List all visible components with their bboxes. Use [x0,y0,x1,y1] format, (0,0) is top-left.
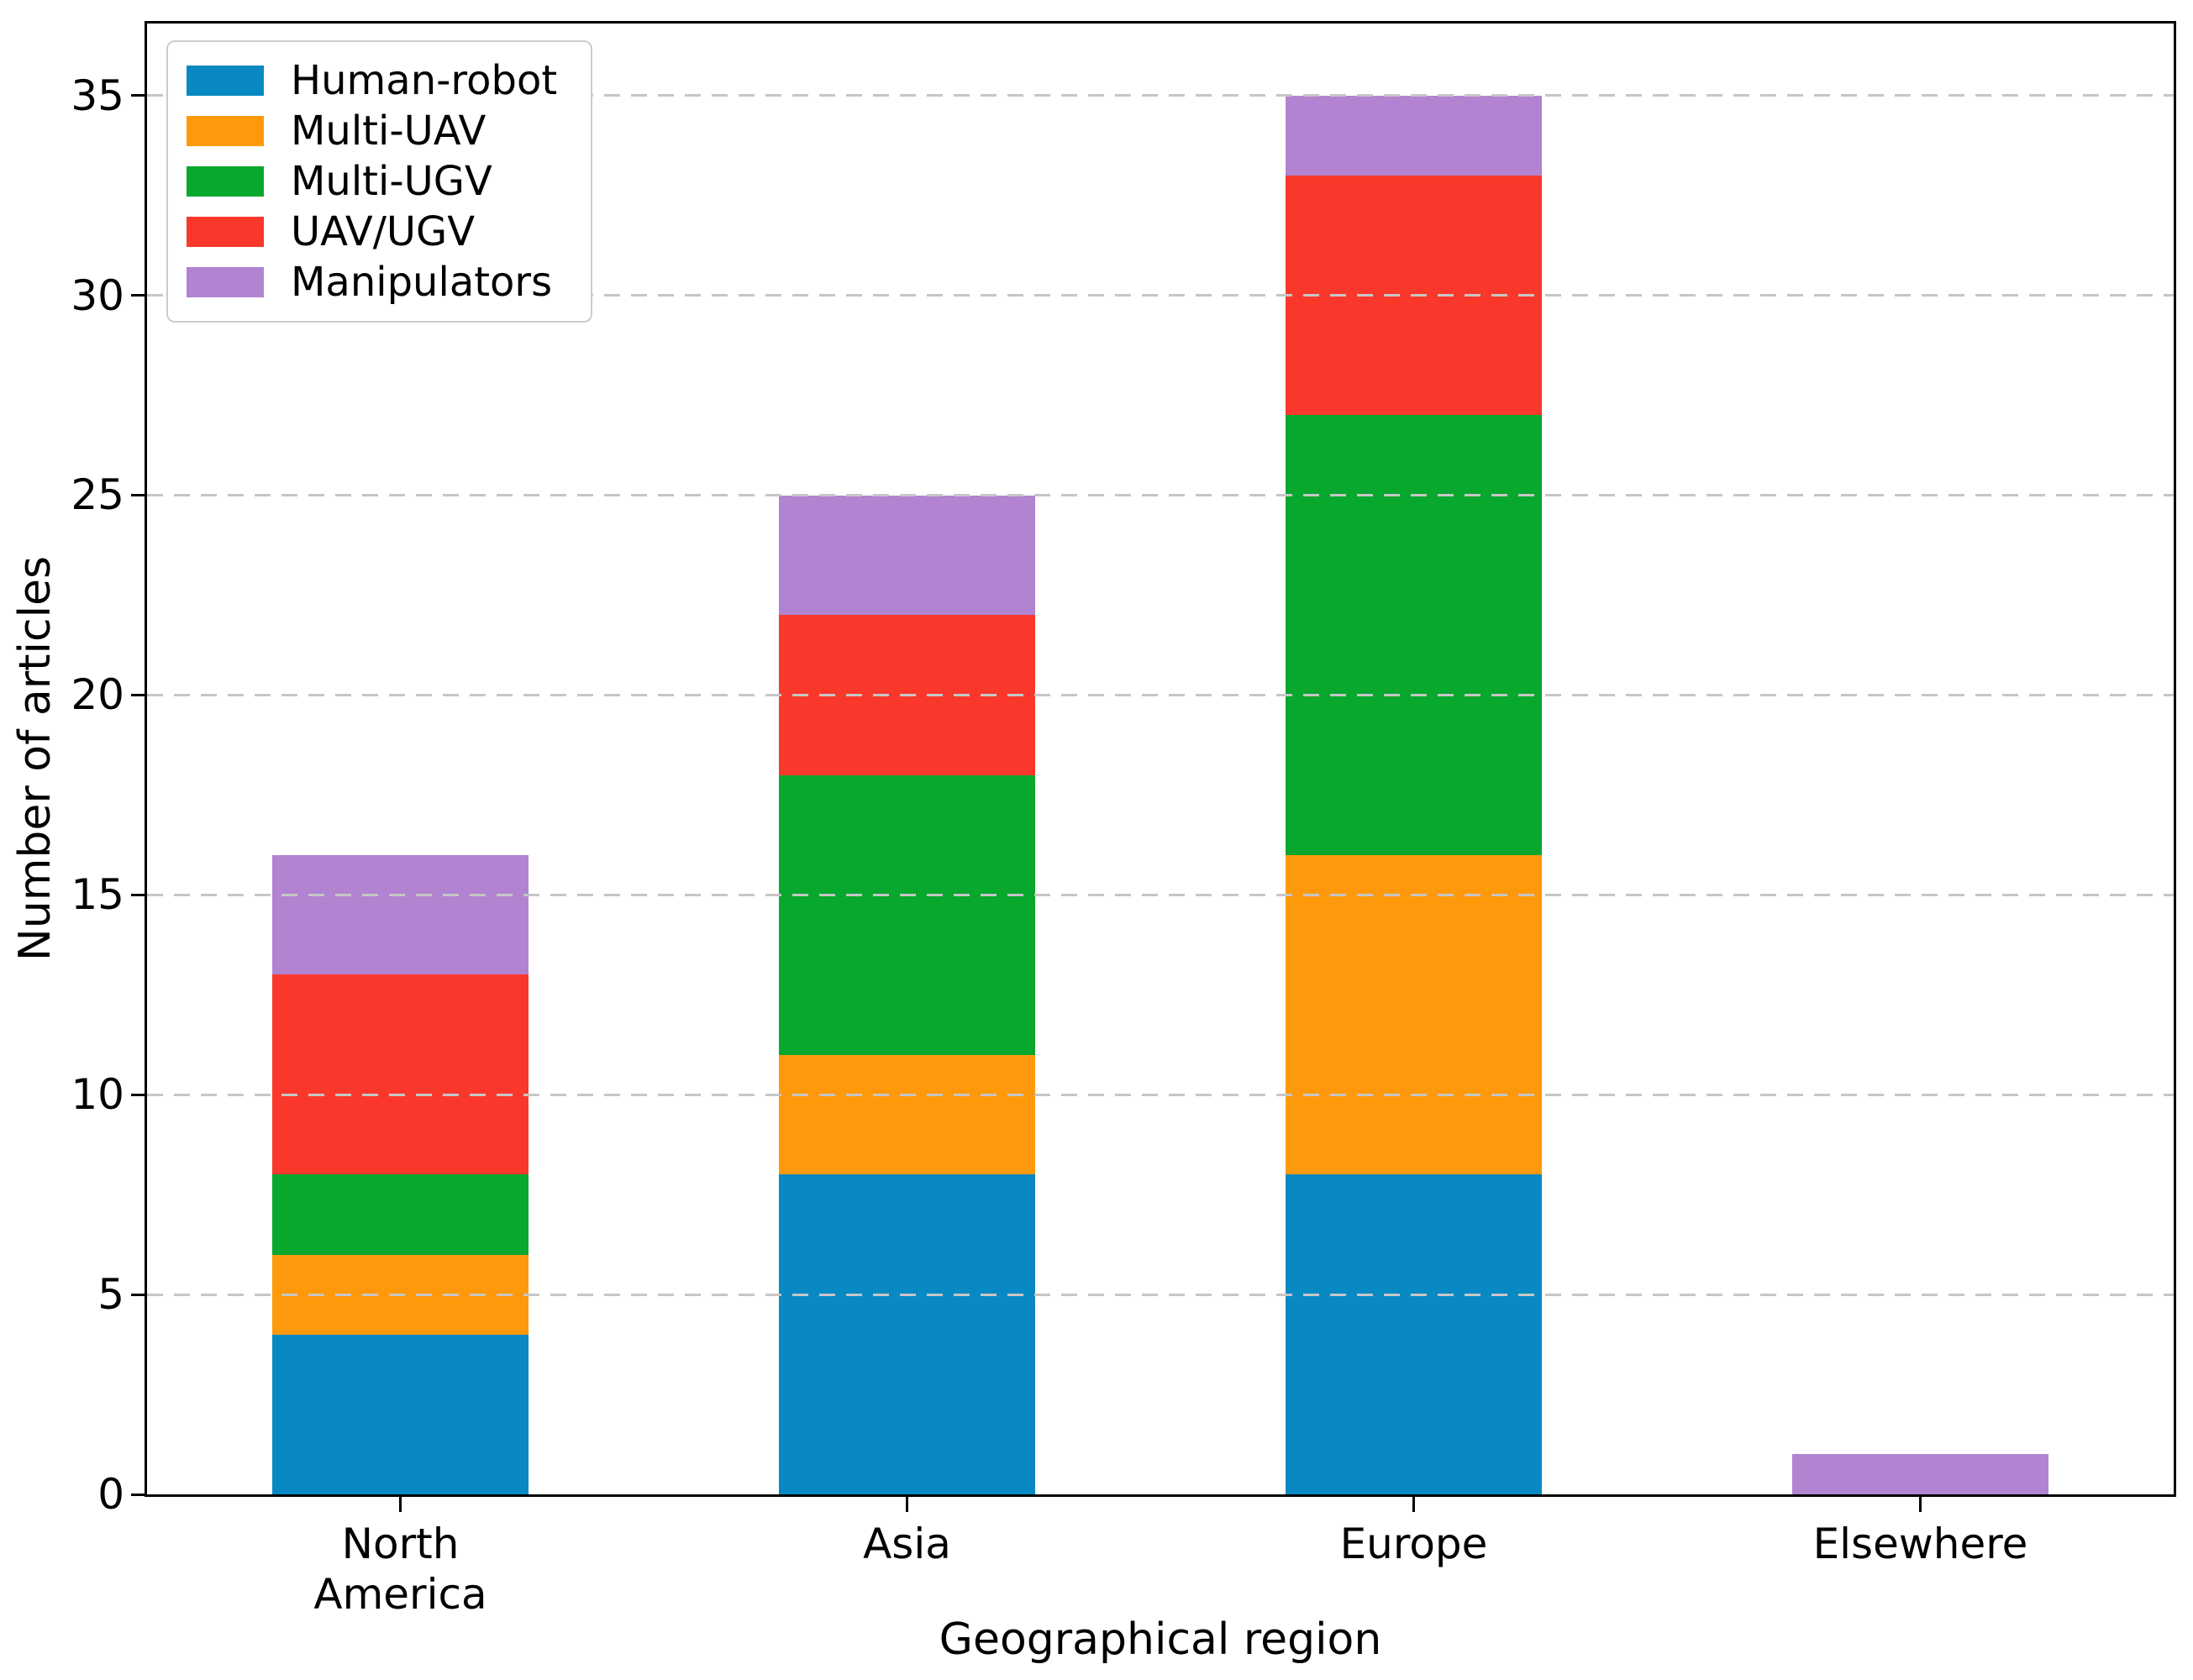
bar-segment-multi-ugv [272,1174,529,1255]
x-tick-label-asia: Asia [863,1520,951,1568]
y-tick-label-30: 30 [71,270,124,320]
y-tick-mark [131,493,146,496]
x-axis-title: Geographical region [939,1614,1382,1665]
y-tick-mark [131,294,146,297]
y-tick-mark [131,1293,146,1296]
legend-item-uav-ugv: UAV/UGV [187,207,557,257]
bar-segment-human-robot [1286,1174,1542,1494]
bar-segment-manipulators [1286,95,1542,176]
y-tick-mark [131,94,146,97]
legend-swatch-icon [187,267,264,297]
x-tick-label-elsewhere: Elsewhere [1812,1520,2028,1568]
legend-label: Human-robot [291,57,558,104]
y-tick-label-15: 15 [71,870,124,920]
y-tick-mark [131,1493,146,1496]
legend-swatch-icon [187,116,264,146]
x-tick-label-europe: Europe [1339,1520,1488,1568]
bar-segment-multi-uav [779,1054,1035,1175]
x-tick-mark [1412,1497,1415,1512]
bar-segment-human-robot [779,1174,1035,1494]
bar-segment-manipulators [1792,1454,2048,1494]
bar-segment-uav-ugv [272,974,529,1175]
y-tick-mark [131,1093,146,1096]
y-tick-label-10: 10 [71,1070,124,1120]
x-tick-mark [1919,1497,1922,1512]
legend-item-multi-ugv: Multi-UGV [187,156,557,207]
bar-segment-manipulators [272,854,529,975]
y-tick-mark [131,893,146,896]
legend-item-human-robot: Human-robot [187,55,557,106]
y-tick-label-20: 20 [71,670,124,720]
legend-label: Manipulators [291,259,553,306]
legend-swatch-icon [187,217,264,247]
bar-segment-multi-ugv [779,774,1035,1055]
legend-label: Multi-UGV [291,158,492,205]
bar-segment-multi-uav [1286,854,1542,1175]
plot-area: Human-robot Multi-UAV Multi-UGV UAV/UGV Mani… [145,21,2176,1497]
bar-elsewhere [1792,1454,2048,1494]
y-tick-mark [131,693,146,696]
y-tick-label-5: 5 [97,1270,124,1320]
bar-segment-uav-ugv [1286,175,1542,416]
bar-europe [1286,95,1542,1494]
y-tick-label-25: 25 [71,470,124,520]
legend-swatch-icon [187,66,264,96]
bar-asia [779,495,1035,1494]
x-tick-mark [906,1497,908,1512]
legend-label: Multi-UAV [291,108,486,155]
bar-segment-manipulators [779,495,1035,616]
bar-north-america [272,854,529,1494]
bar-segment-multi-ugv [1286,415,1542,855]
legend: Human-robot Multi-UAV Multi-UGV UAV/UGV Mani… [166,40,593,323]
bar-segment-multi-uav [272,1254,529,1335]
bar-segment-human-robot [272,1334,529,1494]
y-tick-label-35: 35 [71,71,124,120]
y-tick-label-0: 0 [97,1470,124,1519]
x-tick-mark [399,1497,402,1512]
x-tick-label-north-america: North America [313,1520,487,1619]
legend-swatch-icon [187,166,264,197]
legend-label: UAV/UGV [291,208,476,255]
legend-item-multi-uav: Multi-UAV [187,106,557,156]
legend-item-manipulators: Manipulators [187,257,557,307]
bar-segment-uav-ugv [779,615,1035,775]
